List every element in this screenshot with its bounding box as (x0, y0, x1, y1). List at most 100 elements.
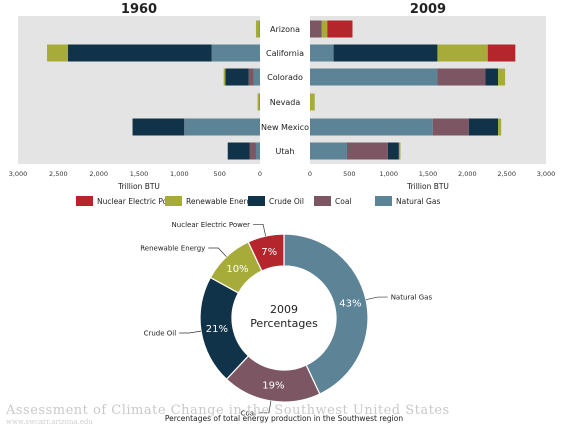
bar-1960-nevada-natural-gas (259, 93, 260, 111)
donut-label-nuclear-electric-power: Nuclear Electric Power (172, 221, 251, 229)
x-axis-label-2009: Trillion BTU (406, 182, 449, 191)
bar-1960-colorado-coal (248, 68, 254, 86)
donut-value-crude-oil: 21% (206, 324, 228, 335)
tick-1960-1-500: 1,500 (130, 170, 149, 178)
donut-caption: Percentages of total energy production i… (165, 414, 403, 423)
donut-value-natural-gas: 43% (339, 299, 361, 310)
bar-1960-california-renewable-energy (47, 44, 69, 62)
bar-2009-nevada-renewable-energy (310, 93, 315, 111)
legend-swatch-crude-oil (248, 196, 265, 206)
state-label-nevada: Nevada (270, 98, 301, 107)
state-label-colorado: Colorado (267, 73, 303, 82)
bar-1960-arizona-renewable-energy (255, 20, 260, 38)
bar-2009-colorado-natural-gas (310, 68, 438, 86)
title-2009: 2009 (410, 2, 446, 17)
tick-2009-3-000: 3,000 (537, 170, 556, 178)
bars-1960 (47, 20, 260, 160)
donut-label-crude-oil: Crude Oil (144, 330, 177, 338)
bar-2009-california-crude-oil (333, 44, 438, 62)
donut-hole (232, 266, 336, 370)
bar-1960-utah-crude-oil (227, 142, 250, 160)
state-label-new-mexico: New Mexico (261, 123, 309, 132)
donut-leader-crude-oil (179, 330, 202, 334)
donut-value-renewable-energy: 10% (226, 264, 248, 275)
bar-1960-utah-coal (249, 142, 256, 160)
legend-swatch-nuclear-electric-power (76, 196, 93, 206)
bar-2009-new-mexico-coal (432, 118, 469, 136)
legend-label-crude-oil: Crude Oil (269, 197, 304, 206)
donut-slice-nuclear-electric-power (247, 233, 285, 272)
bars-2009 (310, 20, 516, 160)
legend-swatch-coal (314, 196, 331, 206)
legend-label-nuclear-electric-power: Nuclear Electric Power (97, 197, 182, 206)
donut-leader-renewable-energy (208, 247, 227, 258)
donut-leader-natural-gas (365, 296, 388, 301)
donut-chart-2009: 43% Natural Gas 19% Coal 21% Crude Oil 10% Rene… (140, 221, 432, 418)
tick-1960-500: 500 (213, 170, 225, 178)
legend-label-coal: Coal (335, 197, 352, 206)
donut-value-coal: 19% (262, 381, 284, 392)
bar-1960-utah-natural-gas (255, 142, 260, 160)
legend-swatch-natural-gas (375, 196, 392, 206)
bar-2009-new-mexico-crude-oil (468, 118, 499, 136)
bar-2009-california-nuclear-electric-power (487, 44, 516, 62)
state-labels: Arizona California Colorado Nevada New Mexic… (261, 25, 309, 156)
bar-1960-colorado-renewable-energy (223, 68, 226, 86)
state-label-arizona: Arizona (270, 25, 300, 34)
bar-1960-colorado-natural-gas (253, 68, 260, 86)
tick-2009-1-500: 1,500 (419, 170, 438, 178)
credit-url: www.swcarr.arizona.edu (6, 418, 93, 426)
bar-2009-arizona-nuclear-electric-power (327, 20, 353, 38)
title-1960: 1960 (121, 2, 157, 17)
tick-2009-0: 0 (308, 170, 312, 178)
bar-1960-california-natural-gas (211, 44, 260, 62)
x-ticks-2009: 0 500 1,000 1,500 2,000 2,500 3,000 (308, 170, 555, 178)
bar-1960-california-crude-oil (68, 44, 212, 62)
tick-2009-1-000: 1,000 (379, 170, 398, 178)
x-axis-label-1960: Trillion BTU (117, 182, 160, 191)
bar-2009-new-mexico-renewable-energy (498, 118, 502, 136)
credit-title: Assessment of Climate Change in the Sout… (5, 403, 450, 418)
bar-1960-new-mexico-natural-gas (184, 118, 260, 136)
x-ticks-1960: 3,000 2,500 2,000 1,500 1,000 500 0 (9, 170, 262, 178)
donut-leader-nuclear-electric-power (253, 223, 267, 237)
donut-slice-natural-gas (283, 233, 369, 395)
bar-2009-utah-crude-oil (387, 142, 399, 160)
tick-1960-3-000: 3,000 (9, 170, 28, 178)
tick-2009-2-500: 2,500 (497, 170, 516, 178)
legend-label-renewable-energy: Renewable Energy (186, 197, 256, 206)
tick-1960-2-000: 2,000 (89, 170, 108, 178)
bar-2009-california-natural-gas (310, 44, 334, 62)
bar-2009-utah-natural-gas (310, 142, 347, 160)
state-label-utah: Utah (276, 147, 295, 156)
donut-value-nuclear-electric-power: 7% (261, 247, 277, 258)
tick-2009-2-000: 2,000 (458, 170, 477, 178)
bar-1960-colorado-crude-oil (225, 68, 249, 86)
panel-1960 (18, 16, 260, 164)
tick-2009-500: 500 (343, 170, 355, 178)
legend: Nuclear Electric Power Renewable Energy Cr… (76, 196, 440, 206)
panel-2009 (310, 16, 546, 164)
bar-2009-utah-coal (346, 142, 388, 160)
donut-label-renewable-energy: Renewable Energy (140, 245, 205, 253)
donut-leader-coal (258, 400, 272, 414)
bar-2009-california-renewable-energy (437, 44, 488, 62)
bar-2009-colorado-coal (437, 68, 486, 86)
tick-1960-2-500: 2,500 (49, 170, 68, 178)
donut-center-label: Percentages (250, 317, 318, 330)
bar-2009-new-mexico-natural-gas (310, 118, 433, 136)
bar-2009-utah-renewable-energy (398, 142, 401, 160)
bar-1960-arizona-natural-gas (259, 20, 260, 38)
legend-label-natural-gas: Natural Gas (396, 197, 440, 206)
bar-1960-nevada-renewable-energy (257, 93, 260, 111)
donut-center-year: 2009 (270, 303, 298, 316)
bar-2009-arizona-renewable-energy (321, 20, 328, 38)
bar-1960-new-mexico-crude-oil (132, 118, 185, 136)
state-label-california: California (266, 49, 304, 58)
tick-1960-0: 0 (258, 170, 262, 178)
donut-label-coal: Coal (241, 409, 256, 417)
bar-2009-colorado-crude-oil (485, 68, 499, 86)
tick-1960-1-000: 1,000 (170, 170, 189, 178)
bar-2009-arizona-coal (310, 20, 322, 38)
